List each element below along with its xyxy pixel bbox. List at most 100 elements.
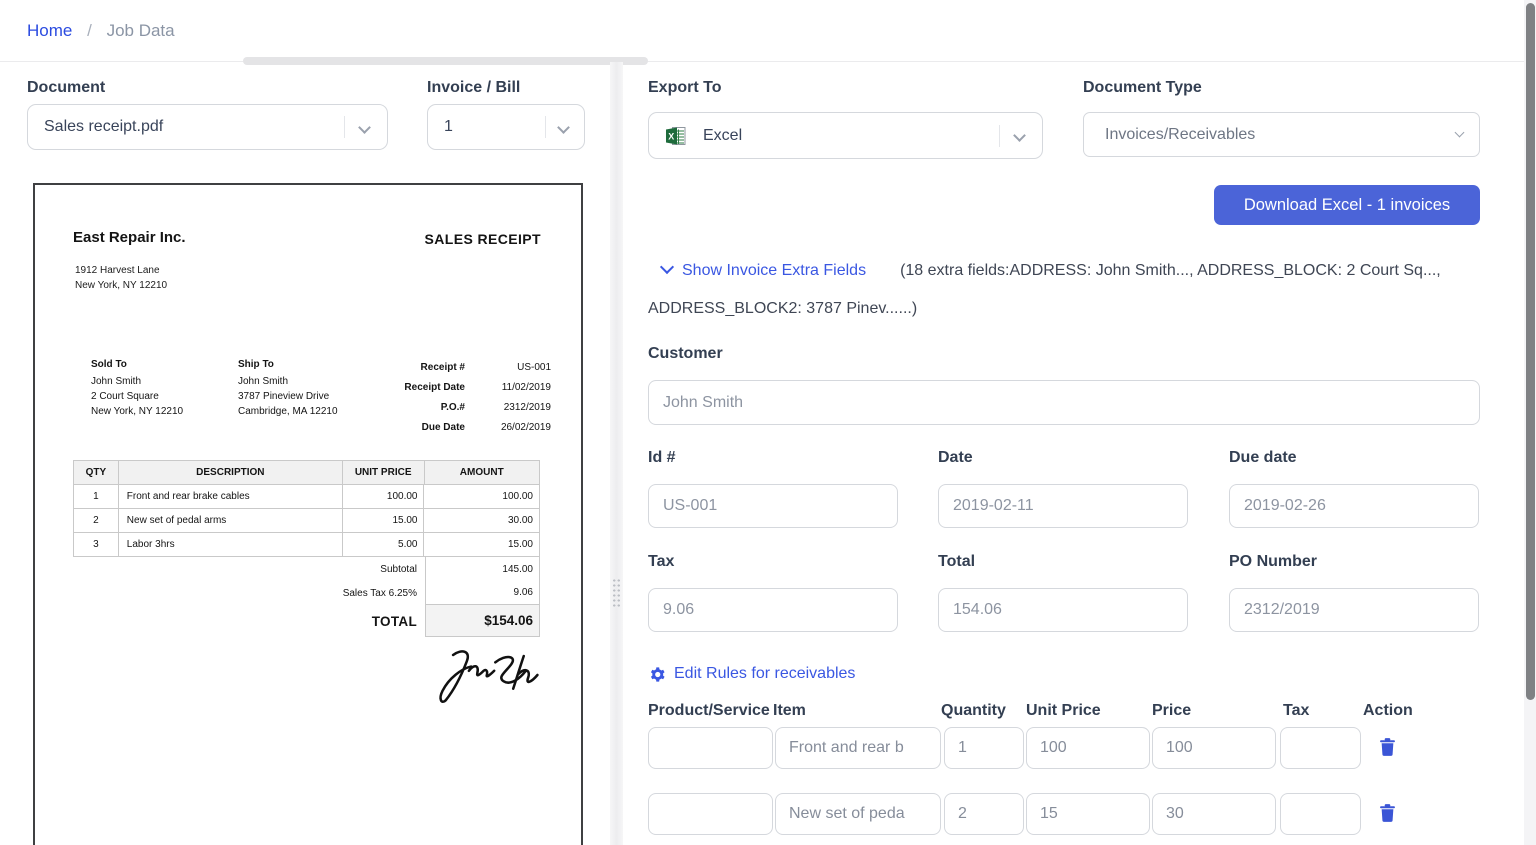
items-header-quantity: Quantity xyxy=(941,702,1006,719)
items-header-action: Action xyxy=(1363,702,1413,719)
chevron-down-icon xyxy=(358,120,371,134)
edit-rules-link[interactable]: Edit Rules for receivables xyxy=(648,665,855,683)
item-row2-item-input[interactable] xyxy=(775,793,941,835)
item-row2-unit-price-input[interactable] xyxy=(1026,793,1150,835)
receipt-ship-to: Ship To John Smith 3787 Pineview Drive C… xyxy=(238,357,338,419)
horizontal-scrollbar[interactable] xyxy=(243,57,648,65)
item-row1-product-input[interactable] xyxy=(648,727,773,769)
meta-value: US-001 xyxy=(517,361,551,373)
document-type-select-value: Invoices/Receivables xyxy=(1105,125,1256,143)
item-row1-item-input[interactable] xyxy=(775,727,941,769)
document-select[interactable]: Sales receipt.pdf xyxy=(27,104,388,150)
meta-value: 2312/2019 xyxy=(503,401,551,413)
edit-rules-link-text[interactable]: Edit Rules for receivables xyxy=(674,665,856,682)
document-label: Document xyxy=(27,79,106,96)
invoice-bill-select-value: 1 xyxy=(444,118,453,135)
item-row2-price-input[interactable] xyxy=(1152,793,1276,835)
customer-label: Customer xyxy=(648,345,723,362)
item-row1-quantity-input[interactable] xyxy=(944,727,1024,769)
items-header-item: Item xyxy=(773,702,806,719)
receipt-meta-row: Due Date 26/02/2019 xyxy=(329,417,551,437)
document-type-select[interactable]: Invoices/Receivables xyxy=(1083,112,1480,157)
meta-label: Receipt Date xyxy=(404,381,465,393)
customer-input[interactable] xyxy=(648,380,1480,425)
show-extra-fields-link[interactable]: Show Invoice Extra Fields xyxy=(682,262,867,279)
select-divider xyxy=(545,116,546,138)
receipt-table-row: 2 New set of pedal arms 15.00 30.00 xyxy=(74,509,539,533)
sold-to-line: New York, NY 12210 xyxy=(91,406,184,417)
date-label: Date xyxy=(938,449,973,466)
extra-fields-section: Show Invoice Extra Fields (18 extra field… xyxy=(648,252,1463,328)
header-amount: AMOUNT xyxy=(459,467,504,478)
item-row1-price-input[interactable] xyxy=(1152,727,1276,769)
download-excel-button[interactable]: Download Excel - 1 invoices xyxy=(1214,185,1480,225)
meta-value: 26/02/2019 xyxy=(500,421,551,433)
top-bar: Home / Job Data xyxy=(0,0,1536,62)
ship-to-line: Cambridge, MA 12210 xyxy=(238,406,338,417)
receipt-items-table: QTY DESCRIPTION UNIT PRICE AMOUNT 1 Fron… xyxy=(73,460,540,637)
panel-divider-scrollbar[interactable] xyxy=(610,62,623,845)
svg-text:X: X xyxy=(668,131,674,141)
export-to-select-value: Excel xyxy=(703,126,743,144)
meta-label: Due Date xyxy=(421,421,465,433)
chevron-down-icon xyxy=(557,120,570,134)
po-number-label: PO Number xyxy=(1229,553,1318,570)
receipt-meta-row: Receipt Date 11/02/2019 xyxy=(329,377,551,397)
breadcrumb-home-link[interactable]: Home xyxy=(27,21,73,40)
ship-to-label: Ship To xyxy=(238,359,274,370)
document-select-value: Sales receipt.pdf xyxy=(44,118,164,135)
sold-to-line: John Smith xyxy=(91,376,142,387)
header-description: DESCRIPTION xyxy=(119,461,343,484)
tax-label: Tax xyxy=(648,553,675,570)
receipt-tax-row: Sales Tax 6.25% 9.06 xyxy=(73,581,540,605)
items-header-product-service: Product/Service xyxy=(648,702,770,719)
item-row2-quantity-input[interactable] xyxy=(944,793,1024,835)
receipt-table-row: 3 Labor 3hrs 5.00 15.00 xyxy=(74,533,539,556)
receipt-table-row: 1 Front and rear brake cables 100.00 100… xyxy=(74,485,539,509)
trash-icon[interactable] xyxy=(1379,737,1396,757)
meta-value: 11/02/2019 xyxy=(501,381,551,393)
item-row2-tax-input[interactable] xyxy=(1280,793,1361,835)
id-input[interactable] xyxy=(648,484,898,528)
id-label: Id # xyxy=(648,449,676,466)
po-number-input[interactable] xyxy=(1229,588,1479,632)
vertical-scrollbar-thumb[interactable] xyxy=(1525,3,1535,700)
items-header-unit-price: Unit Price xyxy=(1026,702,1101,719)
date-input[interactable] xyxy=(938,484,1188,528)
export-to-select[interactable]: X Excel xyxy=(648,112,1043,159)
item-row1-unit-price-input[interactable] xyxy=(1026,727,1150,769)
receipt-total-row: TOTAL $154.06 xyxy=(73,605,540,637)
document-type-label: Document Type xyxy=(1083,79,1202,96)
breadcrumb: Home / Job Data xyxy=(27,21,175,41)
tax-input[interactable] xyxy=(648,588,898,632)
document-preview: East Repair Inc. 1912 Harvest Lane New Y… xyxy=(33,183,583,845)
sold-to-line: 2 Court Square xyxy=(91,391,159,402)
header-unit-price: UNIT PRICE xyxy=(343,461,425,484)
ship-to-line: John Smith xyxy=(238,376,289,387)
due-date-input[interactable] xyxy=(1229,484,1479,528)
item-row1-tax-input[interactable] xyxy=(1280,727,1361,769)
receipt-company-name: East Repair Inc. xyxy=(73,229,186,246)
chevron-down-icon xyxy=(1013,129,1026,142)
panel-resize-grip[interactable] xyxy=(612,578,621,608)
items-header-price: Price xyxy=(1152,702,1192,719)
receipt-company-address: 1912 Harvest Lane New York, NY 12210 xyxy=(75,263,167,293)
receipt-meta-row: Receipt # US-001 xyxy=(329,357,551,377)
ship-to-line: 3787 Pineview Drive xyxy=(238,391,330,402)
trash-icon[interactable] xyxy=(1379,803,1396,823)
receipt-title: SALES RECEIPT xyxy=(424,231,541,247)
total-input[interactable] xyxy=(938,588,1188,632)
receipt-subtotal-row: Subtotal 145.00 xyxy=(73,557,540,581)
breadcrumb-current: Job Data xyxy=(106,21,175,40)
receipt-company-address-line2: New York, NY 12210 xyxy=(75,280,168,291)
chevron-down-icon xyxy=(659,259,675,275)
invoice-bill-select[interactable]: 1 xyxy=(427,104,585,150)
gear-icon xyxy=(650,666,665,682)
select-divider xyxy=(999,124,1000,147)
item-row2-product-input[interactable] xyxy=(648,793,773,835)
receipt-meta: Receipt # US-001 Receipt Date 11/02/2019… xyxy=(329,357,551,437)
receipt-meta-row: P.O.# 2312/2019 xyxy=(329,397,551,417)
export-to-label: Export To xyxy=(648,79,722,96)
meta-label: Receipt # xyxy=(420,361,465,373)
